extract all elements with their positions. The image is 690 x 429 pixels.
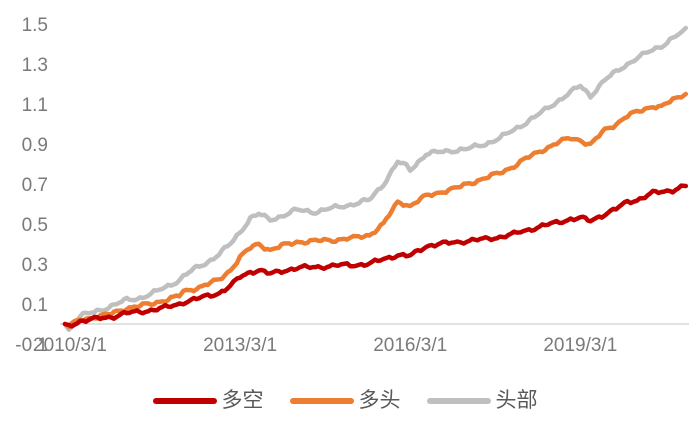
legend-swatch-orange-icon: [289, 397, 354, 404]
chart-area: 1.5 1.3 1.1 0.9 0.7 0.5 0.3 0.1 -0.1 2010/3/1 2013…: [15, 15, 689, 356]
legend-label-short-long: 多空: [221, 389, 264, 412]
x-tick-label: 2019/3/1: [543, 335, 617, 356]
legend-item-top: 头部: [426, 389, 538, 412]
y-tick-label: 0.7: [22, 175, 48, 196]
y-tick-label: 0.5: [22, 215, 48, 236]
y-tick-label: 1.5: [22, 15, 48, 36]
y-tick-label: 1.1: [22, 95, 48, 116]
y-tick-label: 0.1: [22, 295, 48, 316]
legend-label-top: 头部: [495, 389, 538, 412]
y-tick-label: -0.1: [15, 335, 48, 356]
legend-swatch-gray-icon: [426, 397, 491, 404]
y-tick-label: 0.9: [22, 135, 48, 156]
legend-swatch-red-icon: [152, 397, 217, 404]
series-line-2: [62, 25, 689, 333]
x-tick-label: 2016/3/1: [373, 335, 447, 356]
legend-label-long: 多头: [358, 389, 401, 412]
series-line-1: [62, 91, 689, 330]
series-line-0: [62, 183, 689, 329]
legend-item-short-long: 多空: [152, 389, 264, 412]
y-tick-label: 1.3: [22, 55, 48, 76]
x-tick-label: 2010/3/1: [33, 335, 107, 356]
chart-legend: 多空 多头 头部: [0, 390, 690, 411]
legend-item-long: 多头: [289, 389, 401, 412]
y-tick-label: 0.3: [22, 255, 48, 276]
x-tick-label: 2013/3/1: [203, 335, 277, 356]
